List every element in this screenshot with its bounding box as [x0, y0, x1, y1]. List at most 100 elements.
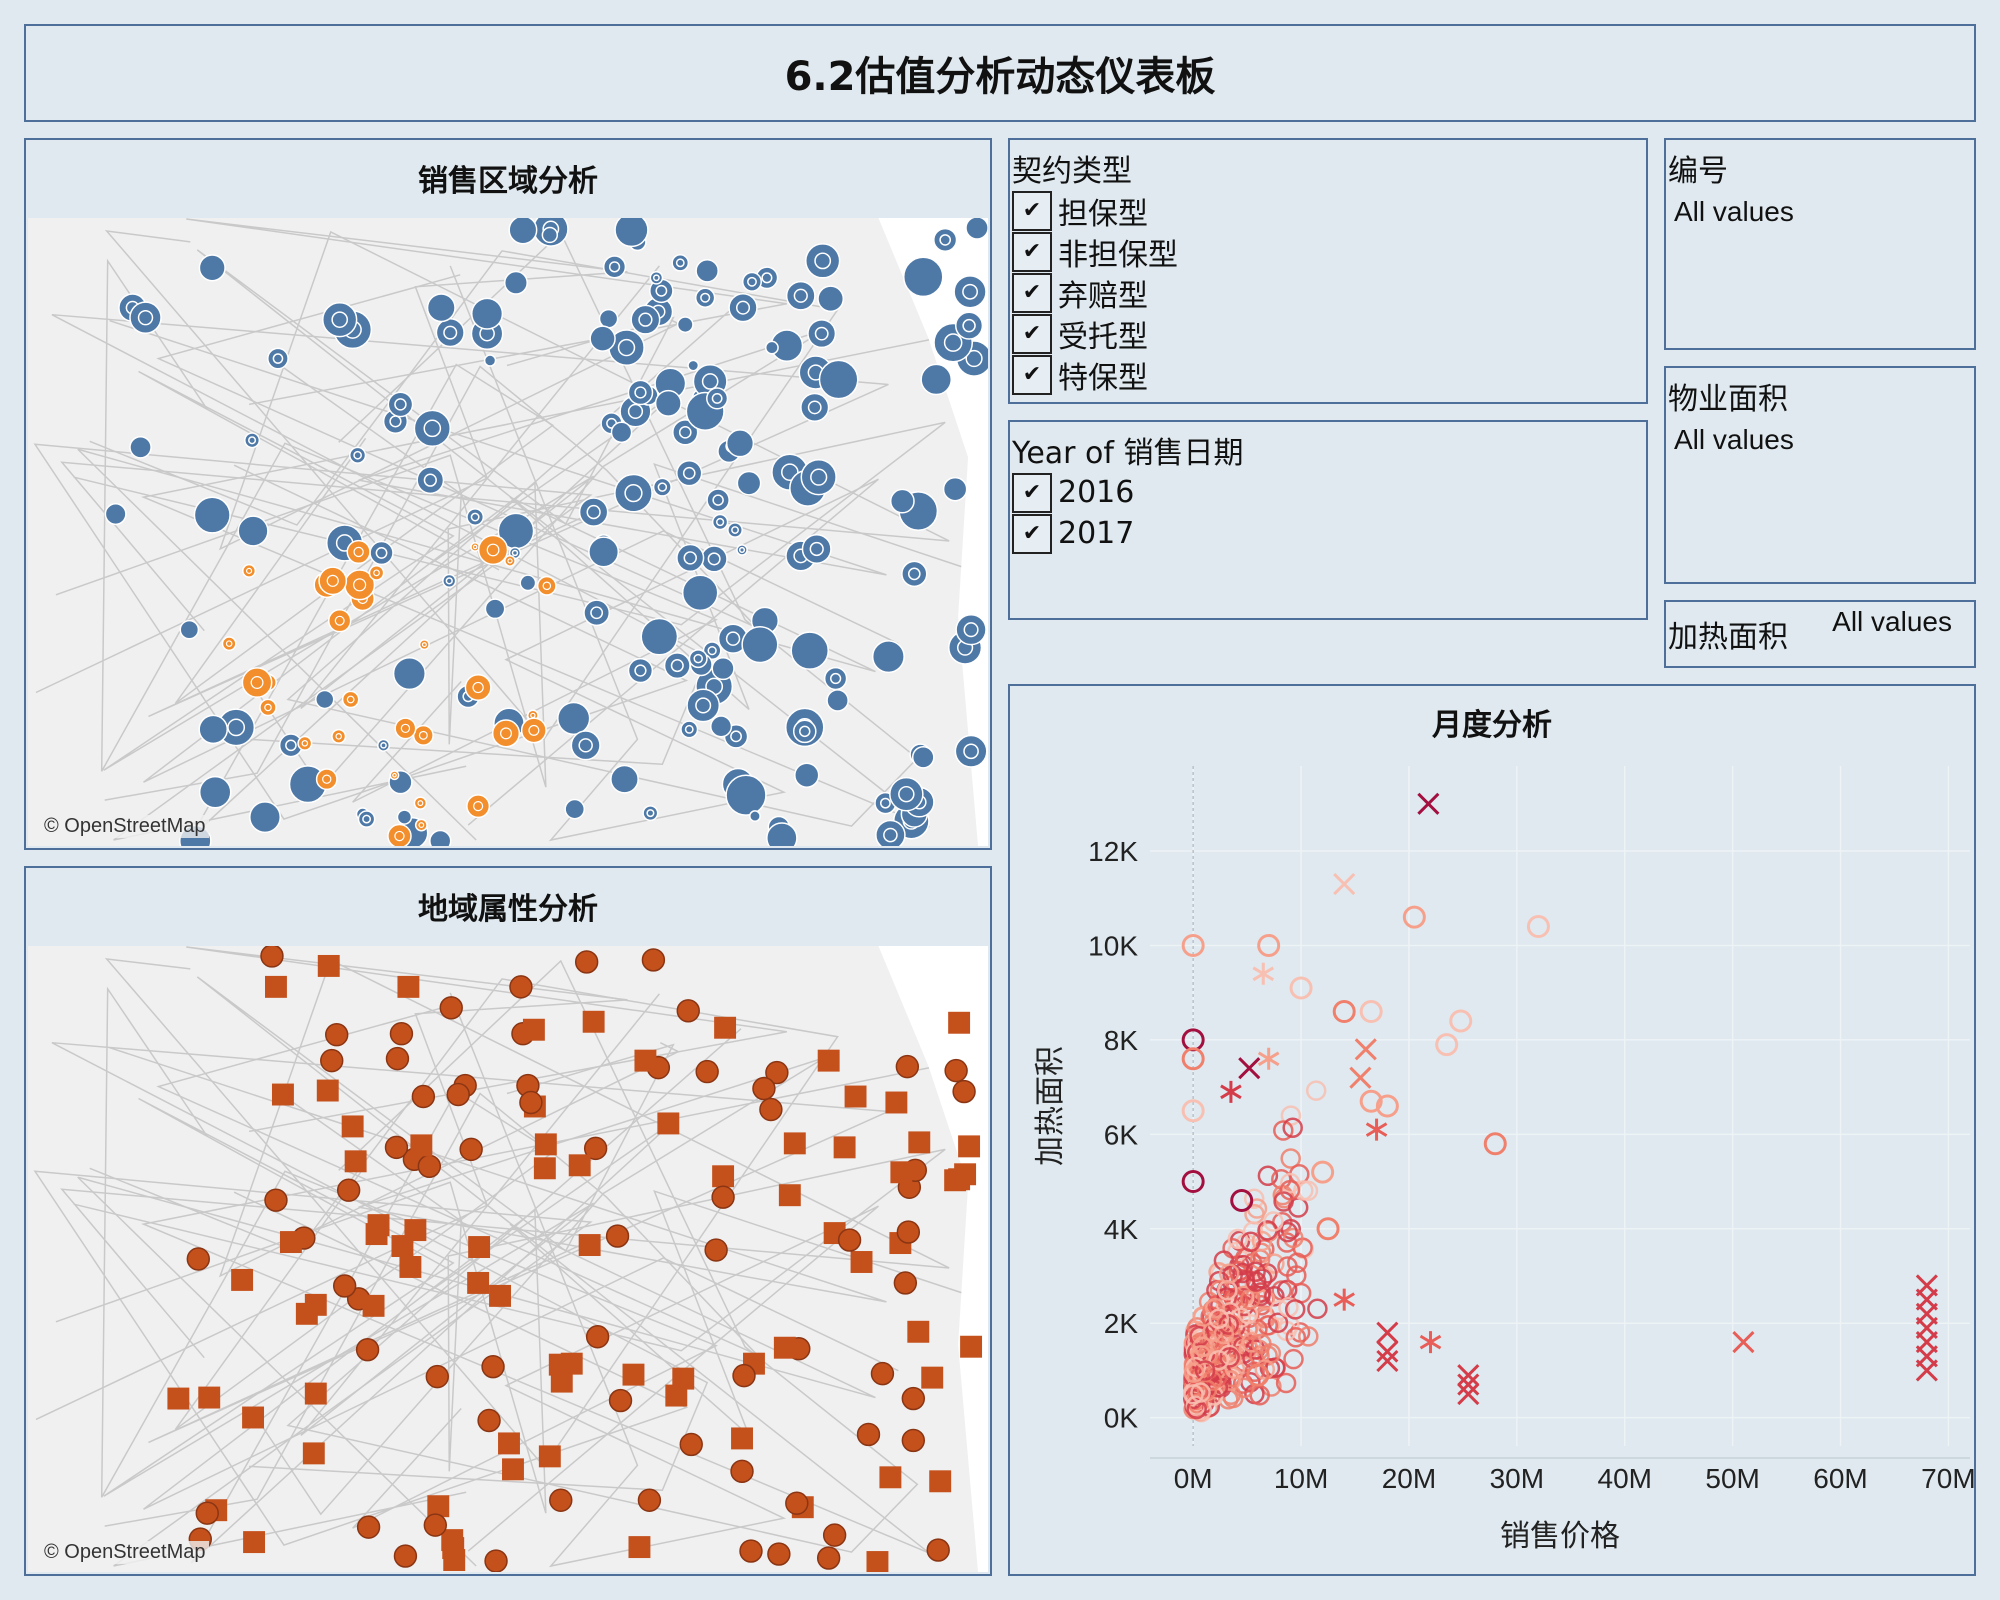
region-marker — [955, 613, 987, 646]
region-marker-ring — [682, 466, 696, 480]
attribute-marker — [391, 1235, 414, 1258]
province-border — [140, 249, 946, 828]
region-marker — [536, 575, 557, 596]
x-tick-label: 10M — [1274, 1463, 1328, 1494]
region-marker-ring — [655, 284, 668, 297]
attribute-marker — [885, 1091, 908, 1114]
contract-type-option[interactable]: ✔ 非担保型 — [1010, 231, 1646, 273]
contract-type-option[interactable]: ✔ 特保型 — [1010, 354, 1646, 396]
scatter-point — [1181, 1170, 1205, 1194]
attribute-marker — [785, 1491, 809, 1515]
region-marker — [736, 544, 748, 556]
scatter-point — [1190, 1382, 1211, 1403]
region-marker — [953, 275, 987, 309]
region-marker-ring — [586, 504, 601, 520]
region-attribute-map[interactable]: © OpenStreetMap — [28, 946, 988, 1572]
region-marker-ring — [634, 386, 647, 399]
region-marker — [687, 359, 700, 372]
sales-region-map[interactable]: © OpenStreetMap — [28, 218, 988, 846]
scatter-plot[interactable]: 0M 10M 20M 30M 40M 50M 60M 70M 0K 2K 4K 6K 8K 10K 12K 销… — [1010, 686, 1974, 1574]
contract-type-list[interactable]: ✔ 担保型 ✔ 非担保型 ✔ 弃赔型 ✔ 受托型 ✔ 特保型 — [1010, 190, 1646, 396]
attribute-marker — [356, 1515, 381, 1539]
attribute-marker — [622, 1363, 645, 1386]
attribute-marker — [427, 1495, 450, 1518]
region-marker — [889, 488, 915, 514]
region-marker-ring — [627, 403, 644, 420]
attribute-marker — [519, 1090, 543, 1115]
heating-area-filter[interactable]: 加热面积 All values — [1664, 600, 1976, 668]
attribute-marker — [952, 1079, 976, 1104]
attribute-marker — [907, 1320, 930, 1343]
region-marker — [341, 690, 360, 709]
map-canvas[interactable] — [28, 218, 988, 846]
region-marker-ring — [638, 312, 653, 327]
region-marker — [694, 287, 716, 308]
region-marker — [464, 673, 492, 702]
attribute-marker — [893, 1271, 918, 1295]
attribute-marker — [816, 1546, 841, 1570]
filter-value[interactable]: All values — [1674, 196, 1794, 227]
attribute-marker — [901, 1428, 926, 1453]
region-marker — [368, 565, 385, 581]
attribute-marker — [260, 946, 284, 968]
province-border — [140, 976, 946, 1554]
option-label: 受托型 — [1058, 319, 1148, 355]
checkbox-checked-icon[interactable]: ✔ — [1012, 190, 1052, 231]
map-attribution[interactable]: © OpenStreetMap — [40, 1541, 210, 1564]
year-option[interactable]: ✔ 2017 — [1010, 513, 1646, 554]
attribute-marker — [672, 1367, 695, 1390]
region-marker — [911, 745, 935, 769]
attribute-marker — [908, 1131, 931, 1154]
attribute-marker — [608, 1388, 633, 1413]
region-marker — [394, 717, 417, 740]
region-marker-ring — [695, 697, 712, 714]
map-canvas[interactable] — [28, 946, 988, 1572]
filter-value[interactable]: All values — [1674, 424, 1794, 455]
checkbox-checked-icon[interactable]: ✔ — [1012, 513, 1052, 554]
contract-type-option[interactable]: ✔ 弃赔型 — [1010, 272, 1646, 314]
attribute-marker — [385, 1046, 410, 1071]
region-marker-ring — [353, 546, 364, 558]
checkbox-checked-icon[interactable]: ✔ — [1012, 354, 1052, 395]
contract-type-option[interactable]: ✔ 受托型 — [1010, 313, 1646, 355]
code-filter[interactable]: 编号 All values — [1664, 138, 1976, 350]
region-marker-ring — [507, 558, 513, 564]
attribute-marker — [870, 1361, 895, 1386]
region-marker-ring — [331, 311, 349, 328]
region-marker — [741, 271, 762, 292]
region-marker-ring — [394, 830, 405, 842]
scatter-point — [1254, 1359, 1276, 1380]
option-label: 2016 — [1058, 475, 1135, 510]
year-option[interactable]: ✔ 2016 — [1010, 472, 1646, 513]
region-marker — [671, 254, 690, 272]
attribute-marker — [676, 999, 700, 1023]
scatter-point — [1257, 933, 1281, 957]
region-marker — [602, 255, 627, 279]
checkbox-checked-icon[interactable]: ✔ — [1012, 272, 1052, 313]
property-area-filter[interactable]: 物业面积 All values — [1664, 366, 1976, 584]
region-marker — [241, 667, 273, 698]
region-marker — [483, 354, 497, 367]
region-marker-ring — [373, 569, 380, 577]
region-marker-ring — [793, 288, 808, 303]
region-marker — [901, 560, 928, 588]
region-marker-ring — [711, 392, 723, 404]
map-attribution[interactable]: © OpenStreetMap — [40, 815, 210, 838]
contract-type-option[interactable]: ✔ 担保型 — [1010, 190, 1646, 232]
region-marker — [725, 429, 755, 458]
scatter-point — [1435, 1033, 1459, 1057]
checkbox-checked-icon[interactable]: ✔ — [1012, 313, 1052, 354]
scatter-point — [1483, 1132, 1507, 1156]
region-marker — [349, 446, 367, 464]
checkbox-checked-icon[interactable]: ✔ — [1012, 472, 1052, 513]
year-list[interactable]: ✔ 2016 ✔ 2017 — [1010, 472, 1646, 554]
province-border — [35, 946, 787, 1421]
region-marker — [193, 496, 231, 534]
scatter-point — [1316, 1217, 1340, 1241]
filter-value[interactable]: All values — [1832, 606, 1952, 637]
scatter-point — [1183, 1362, 1205, 1383]
region-marker-ring — [346, 695, 355, 704]
region-marker — [346, 539, 371, 565]
scatter-point — [1311, 1160, 1335, 1184]
checkbox-checked-icon[interactable]: ✔ — [1012, 231, 1052, 272]
